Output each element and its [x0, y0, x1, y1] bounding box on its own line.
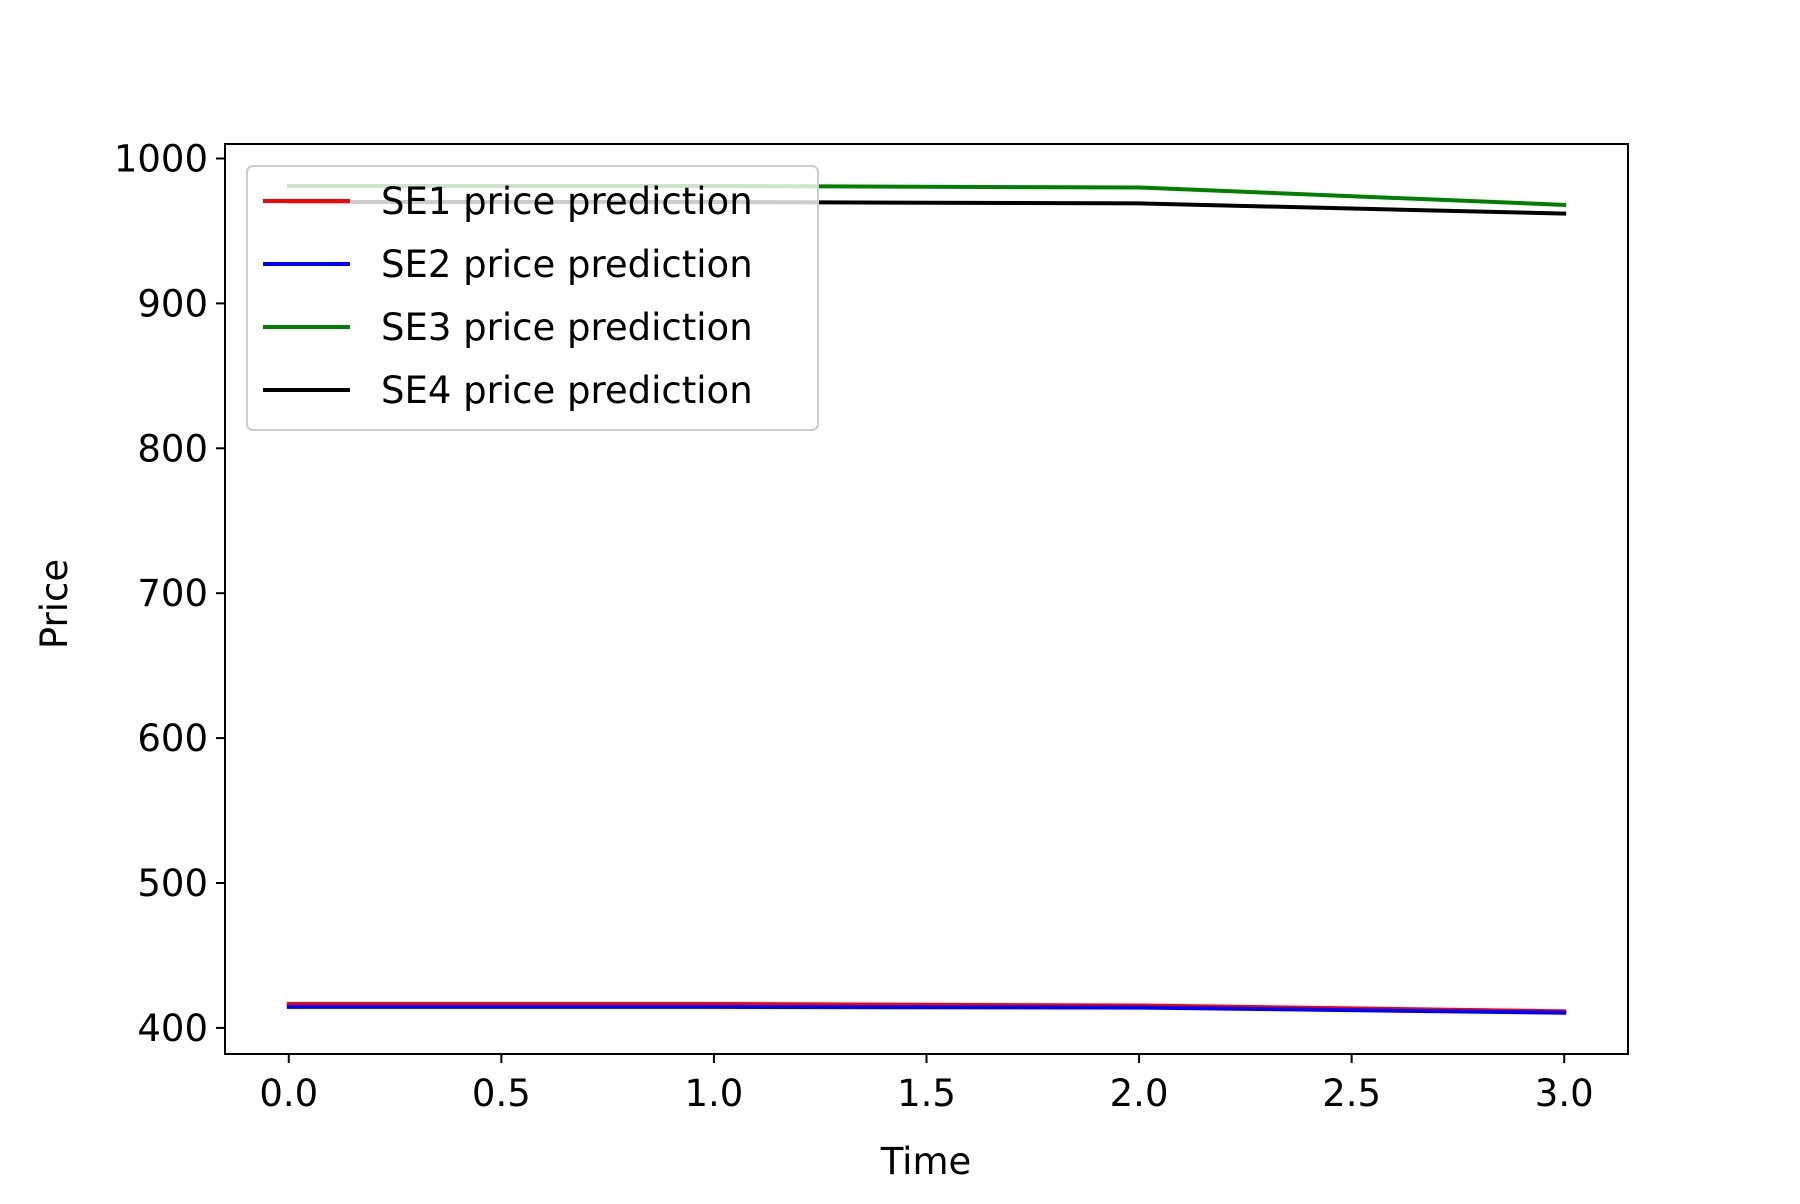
x-tick-label: 1.0 [685, 1072, 744, 1115]
x-axis-label: Time [880, 1140, 972, 1183]
series-line-se2 [286, 1004, 1567, 1015]
y-axis-label: Price [33, 559, 76, 649]
y-tick-label: 800 [137, 427, 208, 470]
y-tick-label: 1000 [114, 137, 208, 180]
x-tick-label: 2.5 [1322, 1072, 1381, 1115]
x-tick-label: 0.5 [472, 1072, 531, 1115]
y-tick-label: 500 [137, 862, 208, 905]
y-tick-label: 400 [137, 1007, 208, 1050]
y-axis: 400 500 600 700 800 900 1000 [114, 137, 225, 1050]
y-tick-label: 700 [137, 572, 208, 615]
y-tick-label: 600 [137, 717, 208, 760]
x-axis: 0.0 0.5 1.0 1.5 2.0 2.5 3.0 [259, 1054, 1594, 1115]
x-tick-label: 1.5 [897, 1072, 956, 1115]
x-tick-label: 0.0 [259, 1072, 318, 1115]
legend-label-se3: SE3 price prediction [381, 306, 753, 349]
legend-label-se1: SE1 price prediction [381, 180, 753, 223]
x-tick-label: 2.0 [1110, 1072, 1169, 1115]
legend-box [246, 165, 819, 431]
legend-label-se4: SE4 price prediction [381, 369, 753, 412]
legend: SE1 price prediction SE2 price prediction… [246, 165, 819, 431]
legend-label-se2: SE2 price prediction [381, 243, 753, 286]
x-tick-label: 3.0 [1535, 1072, 1594, 1115]
y-tick-label: 900 [137, 282, 208, 325]
